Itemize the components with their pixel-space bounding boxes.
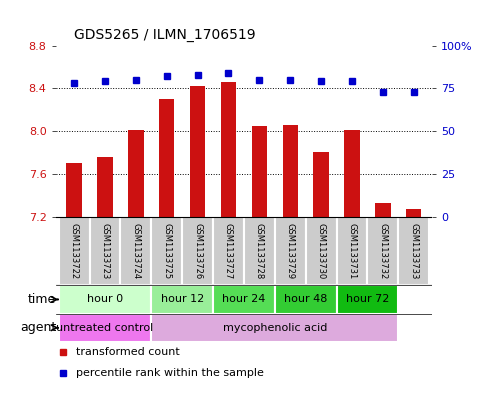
Text: GSM1133724: GSM1133724 [131,223,141,279]
Bar [221,82,236,217]
Bar [244,217,275,285]
Text: GSM1133733: GSM1133733 [409,223,418,279]
Text: time: time [28,293,56,306]
Bar [213,217,244,285]
Text: GSM1133732: GSM1133732 [378,223,387,279]
Bar [283,125,298,217]
Text: hour 12: hour 12 [160,294,204,305]
Bar [190,86,205,217]
Text: GSM1133729: GSM1133729 [286,223,295,279]
Bar [151,285,213,314]
Bar [66,163,82,217]
Bar [398,217,429,285]
Bar [313,152,329,217]
Text: hour 24: hour 24 [222,294,266,305]
Text: hour 72: hour 72 [346,294,389,305]
Bar [58,285,151,314]
Text: GSM1133722: GSM1133722 [70,223,79,279]
Bar [58,314,151,342]
Bar [368,217,398,285]
Bar [58,217,89,285]
Bar [337,285,398,314]
Text: transformed count: transformed count [76,347,180,357]
Bar [375,203,391,217]
Bar [213,285,275,314]
Bar [306,217,337,285]
Text: GSM1133728: GSM1133728 [255,223,264,279]
Bar [406,209,422,217]
Bar [120,217,151,285]
Text: GSM1133730: GSM1133730 [317,223,326,279]
Bar [97,157,113,217]
Bar [89,217,120,285]
Bar [159,99,174,217]
Text: hour 48: hour 48 [284,294,327,305]
Bar [182,217,213,285]
Text: untreated control: untreated control [57,323,154,333]
Bar [275,285,337,314]
Bar [252,126,267,217]
Text: GSM1133723: GSM1133723 [100,223,110,279]
Bar [344,130,360,217]
Text: GSM1133731: GSM1133731 [347,223,356,279]
Bar [337,217,368,285]
Text: mycophenolic acid: mycophenolic acid [223,323,327,333]
Text: GSM1133727: GSM1133727 [224,223,233,279]
Bar [275,217,306,285]
Text: agent: agent [20,321,56,334]
Bar [151,217,182,285]
Text: GSM1133725: GSM1133725 [162,223,171,279]
Text: percentile rank within the sample: percentile rank within the sample [76,368,264,378]
Text: GSM1133726: GSM1133726 [193,223,202,279]
Text: hour 0: hour 0 [87,294,123,305]
Bar [151,314,398,342]
Text: GDS5265 / ILMN_1706519: GDS5265 / ILMN_1706519 [74,28,256,42]
Bar [128,130,143,217]
